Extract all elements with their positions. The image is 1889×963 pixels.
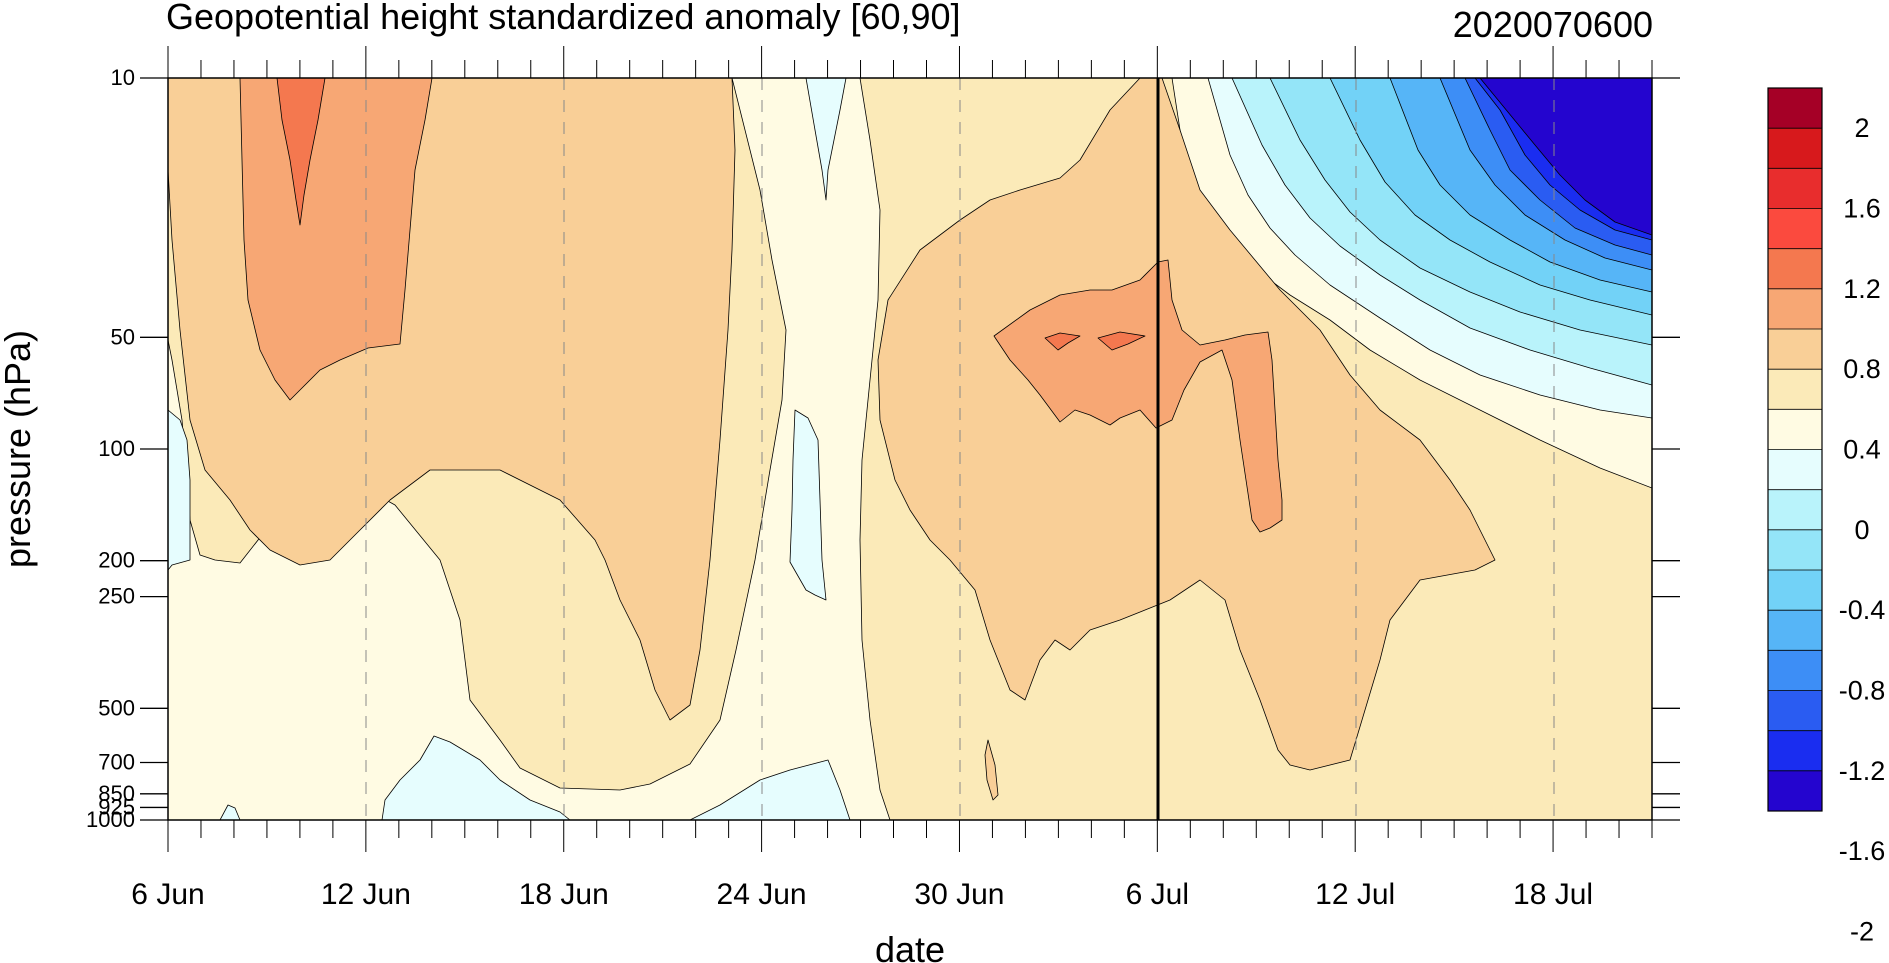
contour-region-12-14-left xyxy=(276,78,326,226)
contour-band-8 xyxy=(1479,78,1652,236)
dashed-gridlines xyxy=(365,78,1555,820)
colorbar-swatch xyxy=(1768,208,1822,250)
colorbar-swatch xyxy=(1768,610,1822,651)
x-tick-label: 6 Jun xyxy=(131,878,204,911)
contour-region-10-12-left xyxy=(239,78,433,401)
colorbar-label: -1.6 xyxy=(1839,836,1886,866)
colorbar-label: 2 xyxy=(1854,113,1869,143)
contour-region-neg-mid xyxy=(789,409,827,601)
x-axis-title: date xyxy=(875,929,945,963)
x-tick-label: 12 Jun xyxy=(321,878,411,911)
x-tick-label: 6 Jul xyxy=(1126,878,1189,911)
colorbar-label: 1.2 xyxy=(1843,274,1881,304)
colorbar-swatch xyxy=(1768,570,1822,611)
colorbar-swatch xyxy=(1768,88,1822,129)
colorbar-swatch xyxy=(1768,650,1822,691)
colorbar-label: 0.4 xyxy=(1843,435,1881,465)
colorbar-swatch xyxy=(1768,248,1822,290)
colorbar-swatch xyxy=(1768,168,1822,209)
x-tick-label: 24 Jun xyxy=(717,878,807,911)
colorbar-swatch xyxy=(1768,369,1822,410)
colorbar-label: -0.4 xyxy=(1839,595,1886,625)
x-tick-label: 30 Jun xyxy=(914,878,1004,911)
colorbar-label: 0.8 xyxy=(1843,354,1881,384)
y-tick-label: 10 xyxy=(111,65,135,90)
contour-region-neg-bottom-left2 xyxy=(219,804,241,820)
colorbar-label: 1.6 xyxy=(1843,194,1881,224)
y-tick-label: 200 xyxy=(98,548,135,573)
contour-region-neg-bottom-mid xyxy=(689,759,851,820)
x-tick-label: 18 Jul xyxy=(1513,878,1593,911)
colorbar-swatch xyxy=(1768,329,1822,370)
chart-subtitle: 2020070600 xyxy=(1453,4,1653,45)
contour-region-10-12-right xyxy=(993,259,1283,533)
colorbar-swatch xyxy=(1768,409,1822,450)
x-tick-label: 18 Jun xyxy=(519,878,609,911)
colorbar-swatch xyxy=(1768,529,1822,571)
x-axis-ticks: 6 Jun 12 Jun 18 Jun 24 Jun 30 Jun 6 Jul 12 Jul… xyxy=(131,46,1653,911)
contour-field xyxy=(168,78,1652,820)
contour-region-08-10-right xyxy=(877,78,1496,771)
colorbar: 2 1.6 1.2 0.8 0.4 0 -0.4 -0.8 -1.2 -1.6 -2 xyxy=(1767,87,1886,947)
colorbar-frame xyxy=(1767,87,1823,812)
colorbar-label: -1.2 xyxy=(1839,756,1886,786)
colorbar-swatch xyxy=(1768,770,1822,812)
colorbar-swatch xyxy=(1768,690,1822,732)
x-tick-label: 12 Jul xyxy=(1315,878,1395,911)
colorbar-swatch xyxy=(1768,449,1822,491)
contour-region-small-bottom xyxy=(984,739,999,801)
chart-title: Geopotential height standardized anomaly… xyxy=(166,0,961,37)
y-tick-label: 250 xyxy=(98,584,135,609)
y-tick-label: 925 xyxy=(98,794,135,819)
contour-region-neg-bottom-left xyxy=(381,735,571,820)
colorbar-label: -0.8 xyxy=(1839,676,1886,706)
y-tick-label: 500 xyxy=(98,695,135,720)
y-tick-label: 1000 xyxy=(86,807,135,832)
y-axis-title: pressure (hPa) xyxy=(0,330,38,568)
y-tick-label: 100 xyxy=(98,436,135,461)
colorbar-label: -2 xyxy=(1850,917,1874,947)
contour-region-neg-top xyxy=(805,78,847,201)
y-tick-label: 700 xyxy=(98,750,135,775)
y-tick-label: 850 xyxy=(98,781,135,806)
contour-region-12-14-blob2 xyxy=(1097,331,1146,351)
colorbar-swatch xyxy=(1768,288,1822,330)
colorbar-swatch xyxy=(1768,730,1822,772)
colorbar-swatch xyxy=(1768,489,1822,531)
colorbar-label: 0 xyxy=(1854,515,1869,545)
y-tick-label: 50 xyxy=(111,324,135,349)
contour-region-12-14-blob1 xyxy=(1044,332,1081,351)
colorbar-swatch xyxy=(1768,128,1822,169)
